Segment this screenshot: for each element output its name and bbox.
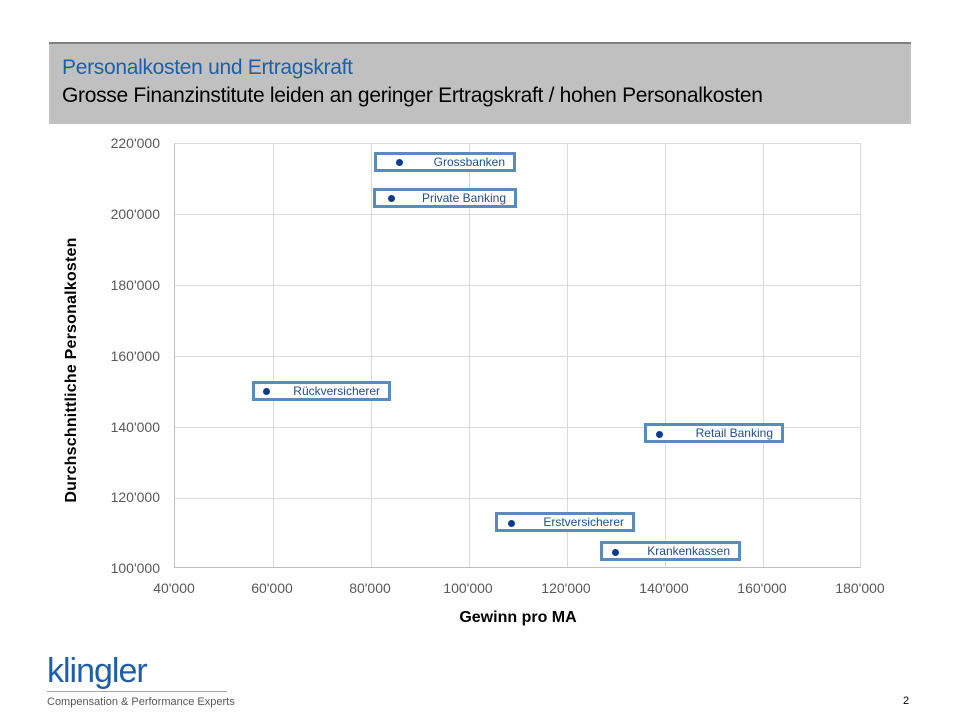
- y-tick: 220'000: [110, 135, 160, 151]
- x-tick: 160'000: [737, 580, 787, 596]
- y-tick: 180'000: [110, 277, 160, 293]
- gridline: [175, 427, 860, 428]
- y-tick: 200'000: [110, 206, 160, 222]
- x-tick: 80'000: [349, 580, 391, 596]
- gridline: [175, 356, 860, 357]
- point-label-private-banking: Private Banking: [373, 188, 517, 208]
- gridline: [273, 144, 274, 567]
- plot-area: [174, 143, 861, 568]
- company-logo: klingler: [47, 652, 148, 690]
- y-tick: 120'000: [110, 489, 160, 505]
- point-label-grossbanken: Grossbanken: [374, 152, 516, 172]
- x-tick: 120'000: [541, 580, 591, 596]
- company-tagline: Compensation & Performance Experts: [47, 696, 235, 708]
- data-point-marker: [611, 548, 619, 556]
- gridline: [763, 144, 764, 567]
- x-tick: 60'000: [251, 580, 293, 596]
- data-point-marker: [395, 158, 403, 166]
- y-tick: 140'000: [110, 419, 160, 435]
- gridline: [175, 214, 860, 215]
- gridline: [175, 498, 860, 499]
- point-label-retail-banking: Retail Banking: [644, 423, 784, 443]
- data-point-marker: [507, 519, 515, 527]
- gridline: [665, 144, 666, 567]
- x-axis-label: Gewinn pro MA: [459, 609, 577, 626]
- y-axis-label: Durchschnittliche Personalkosten: [63, 237, 80, 503]
- slide-title: Personalkosten und Ertragskraft: [62, 56, 353, 79]
- x-tick: 40'000: [153, 580, 195, 596]
- gridline: [371, 144, 372, 567]
- logo-divider: [47, 691, 227, 692]
- x-tick: 140'000: [639, 580, 689, 596]
- x-tick: 100'000: [443, 580, 493, 596]
- data-point-marker: [262, 387, 270, 395]
- x-tick: 180'000: [835, 580, 885, 596]
- gridline: [567, 144, 568, 567]
- y-tick: 160'000: [110, 348, 160, 364]
- slide-subtitle: Grosse Finanzinstitute leiden an geringe…: [62, 84, 763, 107]
- point-label-rueckversicherer: Rückversicherer: [252, 381, 391, 401]
- data-point-marker: [387, 194, 395, 202]
- page-number: 2: [903, 695, 910, 707]
- y-tick: 100'000: [110, 560, 160, 576]
- slide-header: Personalkosten und Ertragskraft Grosse F…: [49, 42, 911, 124]
- point-label-krankenkassen: Krankenkassen: [600, 541, 741, 561]
- gridline: [469, 144, 470, 567]
- gridline: [175, 285, 860, 286]
- point-label-erstversicherer: Erstversicherer: [495, 512, 635, 532]
- data-point-marker: [655, 430, 663, 438]
